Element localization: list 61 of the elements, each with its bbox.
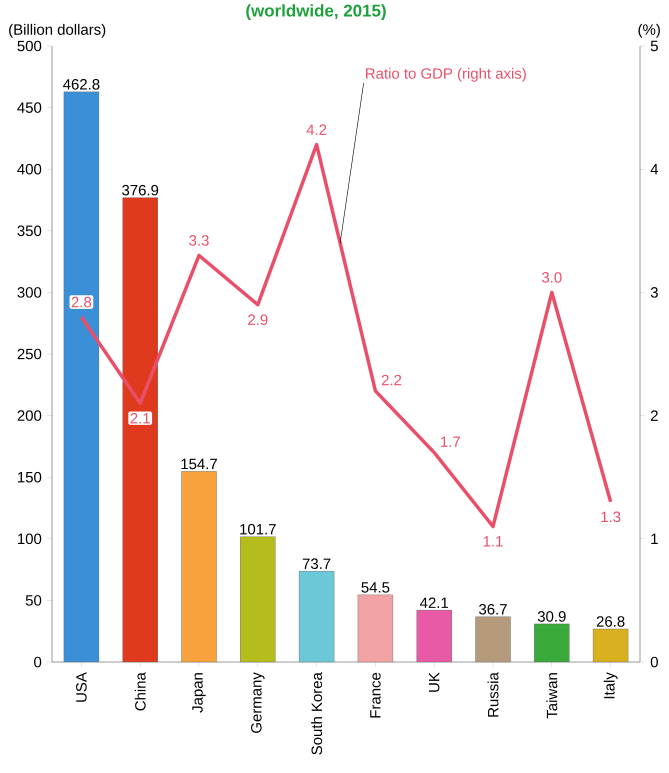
data-label: 1.7 (441, 436, 460, 447)
y-tick-label: 50 (26, 595, 42, 606)
data-label: 30.9 (538, 611, 566, 622)
chart-title: (worldwide, 2015) (246, 4, 386, 20)
y-tick-label: 100 (18, 534, 42, 544)
y-tick-label: 0 (34, 656, 42, 668)
data-label: 73.7 (302, 558, 330, 569)
y-axis-title: (Billion dollars) (9, 24, 106, 38)
bar (298, 571, 334, 662)
data-label: 154.7 (181, 458, 217, 470)
y2-axis-title: (%) (638, 24, 660, 38)
y2-tick-label: 0 (650, 656, 658, 668)
data-label: 1.3 (601, 512, 620, 522)
x-tick-label: Italy (604, 672, 618, 698)
y-tick-label: 450 (17, 102, 42, 113)
data-label: 2.9 (248, 314, 268, 325)
text: Ratio to GDP (right axis) (366, 68, 526, 82)
bar (358, 594, 394, 662)
y-tick-label: 400 (17, 164, 42, 174)
y-tick-label: 300 (17, 287, 42, 298)
x-tick-label: Russia (488, 672, 498, 717)
y-tick-label: 500 (17, 40, 42, 52)
bar (64, 92, 100, 662)
data-label: 3.3 (189, 235, 209, 246)
data-label: 3.0 (542, 272, 562, 283)
x-tick-label: USA (76, 672, 87, 702)
y2-tick-label: 3 (650, 287, 658, 298)
data-label: 2.8 (72, 296, 92, 308)
data-label: 54.5 (361, 582, 390, 593)
x-tick-label: France (370, 672, 381, 718)
bar (240, 536, 276, 662)
y-tick-label: 250 (18, 348, 42, 360)
data-label: 376.9 (122, 184, 158, 196)
y-tick-label: 350 (17, 226, 42, 236)
data-label: 101.7 (240, 524, 276, 534)
x-tick-label: South Korea (311, 672, 322, 755)
bar (416, 610, 452, 662)
data-label: 462.8 (63, 79, 100, 90)
y-tick-label: 150 (18, 472, 42, 482)
x-tick-label: Japan (192, 673, 206, 713)
y2-tick-label: 2 (650, 410, 658, 421)
x-tick-label: China (134, 672, 146, 710)
data-label: 4.2 (306, 124, 326, 135)
x-tick-label: Taiwan (546, 673, 558, 718)
y2-tick-label: 1 (651, 534, 658, 544)
data-label: 36.7 (479, 604, 507, 615)
data-label: 2.2 (382, 374, 402, 386)
y-tick-label: 200 (18, 410, 42, 421)
data-label: 42.1 (420, 597, 448, 608)
data-label: 2.1 (130, 412, 150, 424)
y2-tick-label: 4 (650, 164, 658, 174)
bar (592, 628, 628, 662)
y2-tick-label: 5 (650, 40, 658, 52)
bar (475, 616, 511, 662)
x-tick-label: Germany (251, 672, 265, 733)
data-label: 26.8 (596, 616, 624, 627)
data-label: 1.1 (484, 536, 503, 546)
bar (534, 624, 570, 662)
x-tick-label: UK (428, 672, 440, 692)
bar (181, 471, 217, 662)
bar (122, 197, 158, 662)
